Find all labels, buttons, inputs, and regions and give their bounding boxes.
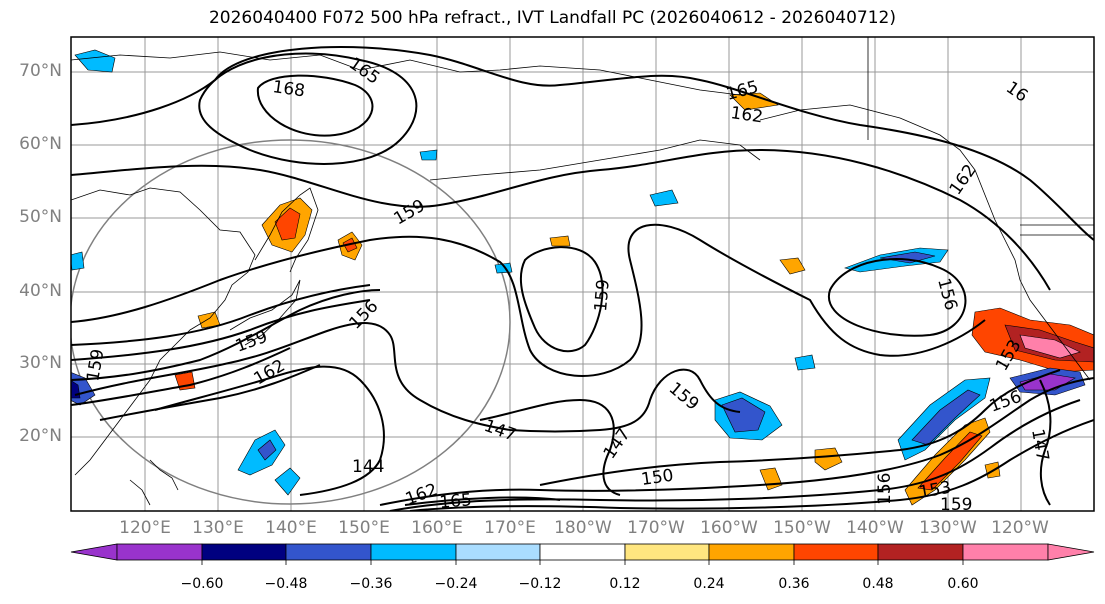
lat-label: 40°N: [19, 281, 62, 301]
colorbar-tick-label: −0.12: [518, 576, 562, 592]
colorbar-tick-label: −0.48: [264, 576, 308, 592]
lon-label: 170°E: [484, 518, 536, 538]
contour-156-cutoff: [827, 258, 967, 337]
contour-label: 156: [933, 276, 961, 313]
colorbar-segment: [539, 543, 626, 561]
contour-150-south: [539, 369, 1061, 486]
lon-label: 120°W: [991, 518, 1049, 538]
contour-label: 156: [987, 387, 1024, 417]
contour-label: 159: [233, 327, 270, 357]
colorbar-segment: [624, 543, 710, 561]
map-title: 2026040400 F072 500 hPa refract., IVT La…: [208, 8, 896, 28]
contour-label: 159: [591, 278, 614, 312]
lat-label: 30°N: [19, 353, 62, 373]
colorbar-tick-label: 0.24: [693, 576, 725, 592]
contour-159-north: [71, 148, 1051, 291]
contour-147: [74, 322, 741, 433]
colorbar-segment: [455, 543, 541, 561]
colorbar-segment: [70, 543, 118, 561]
contour-153-south: [379, 377, 1094, 506]
colorbar-segment: [793, 543, 879, 561]
contour-162-west: [71, 289, 381, 381]
contour-label: 16: [1002, 78, 1031, 107]
colorbar-segment: [877, 543, 964, 561]
contour-159-south: [409, 419, 1094, 511]
colorbar-segment: [708, 543, 795, 561]
lon-label: 150°E: [338, 518, 390, 538]
contour-150-mid: [71, 299, 371, 361]
contour-label: 156: [345, 296, 382, 333]
lon-label: 140°W: [846, 518, 904, 538]
colorbar-tick-label: −0.24: [434, 576, 478, 592]
lon-label: 150°W: [773, 518, 831, 538]
contour-156-mid: [71, 223, 986, 377]
lat-label: 50°N: [19, 207, 62, 227]
contour-label: 168: [271, 77, 306, 101]
colorbar-tick-label: 0.60: [947, 576, 979, 592]
colorbar-tick-label: −0.36: [349, 576, 393, 592]
height-contours: [71, 46, 1094, 511]
contour-label: 144: [352, 457, 384, 477]
colorbar-segment: [370, 543, 457, 561]
colorbar-tick-label: 0.48: [862, 576, 894, 592]
colorbar: [70, 543, 1095, 565]
contour-156-south: [389, 399, 1081, 511]
colorbar-segment: [962, 543, 1049, 561]
contour-162-north: [71, 46, 1094, 241]
contour-label: 162: [946, 161, 981, 199]
colorbar-segment: [201, 543, 287, 561]
landfall-region-circle: [71, 139, 511, 505]
contour-label-group: 168 165 165 162 159 159 156 159 162 159 …: [83, 54, 1052, 515]
contour-label: 156: [875, 473, 895, 505]
colorbar-segment: [1047, 543, 1095, 561]
contour-label: 159: [665, 379, 703, 415]
lon-label: 140°E: [265, 518, 317, 538]
contour-144: [154, 365, 385, 496]
lon-label: 130°W: [919, 518, 977, 538]
contour-label: 147: [1027, 427, 1052, 462]
colorbar-tick-label: −0.60: [180, 576, 224, 592]
positive-anomaly-kamchatka-core: [274, 207, 301, 241]
contour-label: 159: [940, 495, 972, 515]
anomaly-shading: [71, 49, 1094, 506]
contour-label: 162: [729, 103, 764, 127]
contour-label: 147: [481, 416, 518, 446]
lon-label: 170°W: [627, 518, 685, 538]
contour-162-south: [404, 496, 561, 506]
contour-147-east: [1039, 379, 1052, 506]
contour-159-west: [71, 347, 291, 406]
colorbar-segment: [116, 543, 203, 561]
contour-label: 165: [439, 490, 473, 513]
lon-label: 160°W: [700, 518, 758, 538]
lon-label: 180°W: [554, 518, 612, 538]
contour-165: [198, 52, 418, 165]
lat-label: 60°N: [19, 134, 62, 154]
contour-156-west: [99, 364, 321, 421]
lon-label: 160°E: [411, 518, 463, 538]
colorbar-tick-label: 0.36: [778, 576, 810, 592]
map-frame: [70, 36, 1095, 512]
lon-label: 130°E: [192, 518, 244, 538]
contour-168-closed: [256, 74, 374, 137]
contour-147-south: [479, 398, 621, 496]
colorbar-tick-label: 0.12: [609, 576, 641, 592]
lat-label: 20°N: [19, 426, 62, 446]
contour-label: 150: [640, 466, 675, 490]
contour-159-closed: [519, 246, 604, 353]
colorbar-segment: [285, 543, 372, 561]
lat-label: 70°N: [19, 61, 62, 81]
contour-153: [71, 284, 371, 346]
contour-label: 159: [391, 196, 429, 230]
lon-label: 120°E: [119, 518, 171, 538]
